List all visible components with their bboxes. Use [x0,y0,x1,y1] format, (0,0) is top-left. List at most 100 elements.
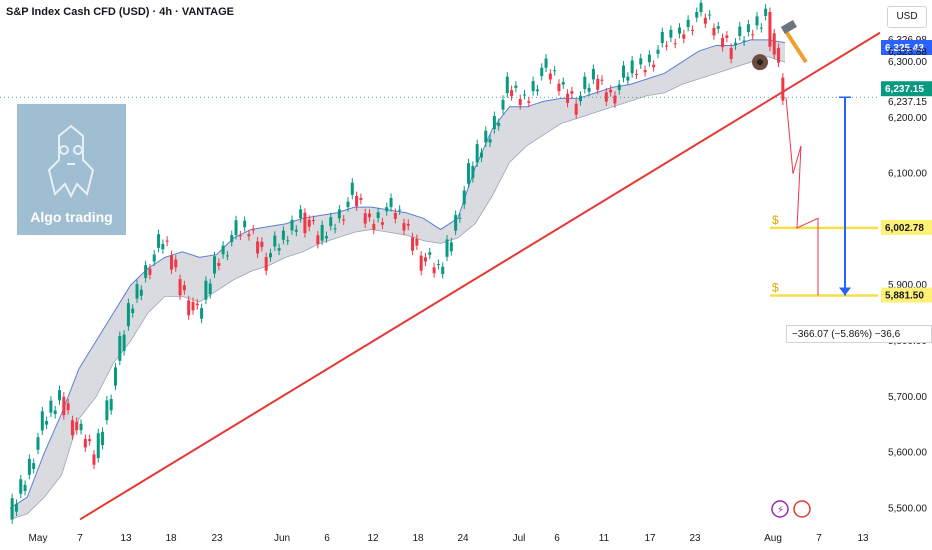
y-tick-label: 5,700.00 [888,392,927,403]
candle-body [574,103,578,115]
candle-body [264,257,268,271]
candle-body [49,400,53,413]
candle-body [122,334,126,352]
candle-body [712,27,716,36]
candle-body [157,234,161,248]
candle-body [355,196,359,207]
watermark-label: Algo trading [30,209,113,225]
candle-body [695,12,699,18]
candle-body [221,245,225,255]
candle-body [419,255,423,271]
candle-body [96,433,100,459]
candle-body [290,219,294,231]
candle-body [389,197,393,208]
candle-body [286,240,290,242]
candle-body [346,201,350,208]
x-tick-label: Aug [764,533,782,544]
candle-body [148,268,152,275]
candle-body [600,79,604,81]
candle-body [178,279,182,296]
candle-body [273,235,277,247]
candle-body [514,85,518,88]
candle-body [225,255,229,257]
candle-body [58,390,62,401]
candle-body [540,67,544,77]
candle-body [660,32,664,43]
candle-body [566,93,570,103]
candle-body [682,34,686,39]
candle-body [643,69,647,73]
candle-body [70,420,74,436]
candle-body [213,256,217,274]
x-tick-label: 6 [554,533,560,544]
candle-body [299,209,303,219]
candle-body [462,190,466,205]
candle-body [742,40,746,42]
candle-body [359,197,363,200]
candle-body [277,248,281,251]
x-tick-label: 13 [120,533,132,544]
candle-body [187,300,191,316]
candle-body [436,264,440,266]
candle-body [729,47,733,59]
candle-body [725,35,729,38]
candle-body [699,2,703,12]
candle-body [686,19,690,28]
candle-body [746,24,750,33]
candle-body [307,219,311,227]
candle-body [36,437,40,450]
candle-body [733,42,737,46]
currency-button[interactable]: USD [887,6,927,28]
candle-body [174,259,178,268]
candle-body [152,254,156,262]
candle-body [62,396,66,416]
x-tick-label: 23 [689,533,701,544]
x-tick-label: 7 [816,533,822,544]
candle-body [217,262,221,266]
candle-body [268,253,272,258]
candle-body [772,33,776,55]
candle-body [604,92,608,102]
candle-body [475,144,479,163]
candle-body [256,241,260,254]
candle-body [144,265,148,278]
price-tag-green [881,81,932,97]
candle-body [557,83,561,92]
candle-body [342,219,346,221]
candle-body [458,217,462,219]
candle-body [716,26,720,29]
candle-body [510,90,514,97]
candle-body [415,238,419,246]
candle-body [449,242,453,252]
lightning-icon [771,500,789,518]
y-tick-label: 5,500.00 [888,503,927,514]
candle-body [363,213,367,224]
x-tick-label: 6 [324,533,330,544]
chart-title: S&P Index Cash CFD (USD) · 4h · VANTAGE [6,6,234,18]
candle-body [79,423,83,431]
candle-body [708,14,712,16]
candle-body [548,73,552,80]
candle-body [40,411,44,431]
candle-body [385,207,389,212]
x-tick-label: Jun [274,533,290,544]
candle-body [596,78,600,90]
candle-body [639,58,643,65]
candle-body [243,220,247,228]
candle-body [617,84,621,91]
candle-body [19,479,23,494]
candle-body [316,235,320,244]
candle-body [324,236,328,239]
candle-body [66,403,70,411]
candle-body [484,130,488,143]
price-tag-yellow [881,219,932,235]
y-tick-label: 5,900.00 [888,280,927,291]
candle-body [647,54,651,63]
candle-body [329,217,333,227]
candle-body [406,223,410,226]
candle-body [118,335,122,361]
projection-path [785,97,819,296]
candle-body [131,308,135,314]
